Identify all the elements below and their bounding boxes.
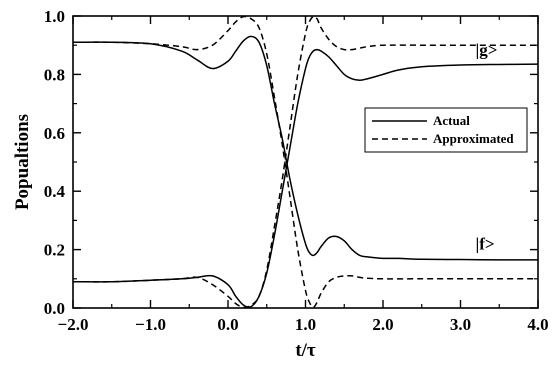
approximated-curve-2 (72, 15, 538, 309)
annotation-g-state: |g> (476, 40, 498, 59)
y-tick-label: 1.0 (44, 7, 65, 26)
x-tick-label: 0.0 (217, 315, 238, 334)
x-tick-label: 3.0 (450, 315, 471, 334)
approximated-curve-3 (72, 15, 538, 309)
y-axis-title: Popualtions (12, 114, 33, 210)
y-tick-label: 0.2 (44, 241, 65, 260)
x-tick-label: 1.0 (295, 315, 316, 334)
axis-ticks (72, 15, 539, 309)
actual-curve-1 (72, 48, 539, 308)
x-tick-label: −1.0 (135, 315, 166, 334)
legend: Actual Approximated (364, 107, 528, 153)
series-lines (72, 15, 539, 309)
x-tick-label: −2.0 (58, 315, 89, 334)
x-tick-label: 4.0 (527, 315, 548, 334)
y-tick-label: 0.4 (44, 182, 66, 201)
legend-box (364, 107, 528, 153)
tick-labels: −2.0 −1.0 0.0 1.0 2.0 3.0 4.0 0.0 0.2 0.4 0.6 0.8 1.… (44, 7, 549, 334)
annotation-f-state: |f> (476, 235, 495, 254)
x-tick-label: 2.0 (372, 315, 393, 334)
x-axis-title: t/τ (295, 340, 316, 361)
y-tick-label: 0.8 (44, 65, 65, 84)
plot-frame (72, 15, 539, 309)
legend-label-actual: Actual (433, 113, 470, 128)
y-tick-label: 0.6 (44, 124, 65, 143)
actual-curve-0 (72, 35, 539, 261)
legend-label-approximated: Approximated (433, 131, 514, 146)
y-tick-label: 0.0 (44, 299, 65, 318)
